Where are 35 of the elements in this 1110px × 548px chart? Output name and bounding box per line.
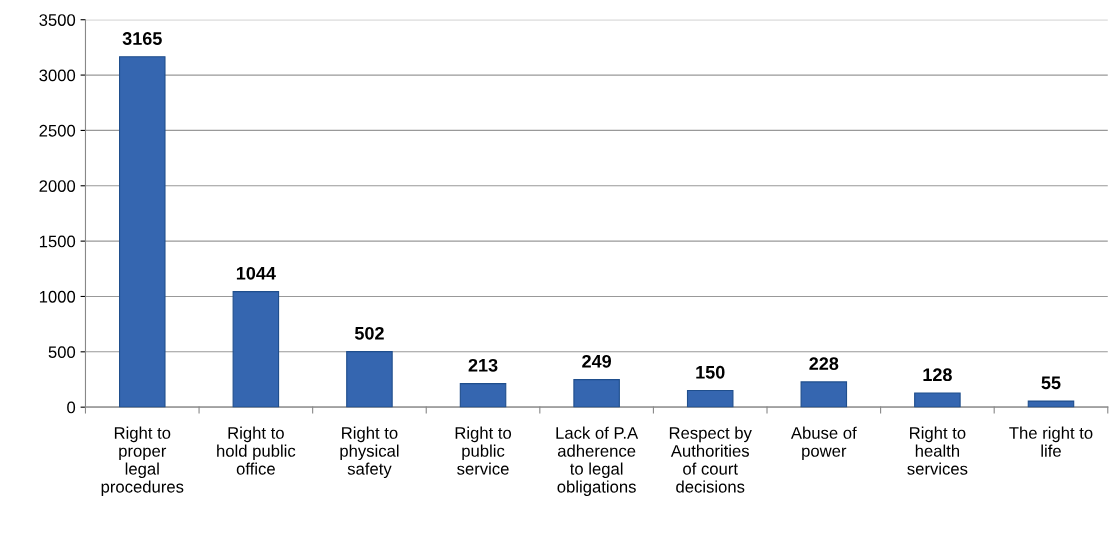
data-label: 213 <box>468 358 498 372</box>
x-tick-label: Right to proper legal procedures <box>101 426 184 496</box>
bar <box>232 291 280 408</box>
data-label: 128 <box>923 368 952 382</box>
x-tick-label: Right to physical safety <box>340 426 399 479</box>
bar <box>118 56 166 408</box>
x-tick-label: The right to life <box>1009 426 1093 457</box>
y-tick-label: 1000 <box>39 290 76 303</box>
y-tick-label: 2500 <box>39 124 76 137</box>
y-tick-label: 3500 <box>39 14 76 26</box>
x-tick-label: Right to hold public office <box>217 426 296 475</box>
bar <box>346 351 393 408</box>
x-tick-label: Lack of P.A adherence to legal obligations <box>556 426 639 496</box>
data-label: 55 <box>1041 376 1061 390</box>
bar <box>573 379 620 408</box>
bar <box>800 381 848 408</box>
x-tick-label: Right to public service <box>455 426 512 475</box>
y-tick-label: 3000 <box>39 69 76 82</box>
data-label: 228 <box>809 357 839 371</box>
x-tick-label: Respect by Authorities of court decisions <box>669 426 752 493</box>
data-label: 1044 <box>236 266 276 280</box>
y-tick-label: 1500 <box>39 235 76 248</box>
data-label: 502 <box>354 326 384 340</box>
y-tick-label: 2000 <box>39 180 76 192</box>
y-tick-label: 0 <box>67 401 76 414</box>
bar <box>686 390 734 408</box>
x-tick-label: Abuse of power <box>790 426 857 461</box>
data-label: 150 <box>696 365 725 379</box>
bar <box>914 392 961 408</box>
bar <box>1027 400 1075 408</box>
data-label: 3165 <box>122 32 162 45</box>
y-tick-label: 500 <box>48 346 76 359</box>
x-tick-label: Right to health services <box>907 426 968 475</box>
bar <box>459 383 507 408</box>
data-label: 249 <box>582 354 612 368</box>
